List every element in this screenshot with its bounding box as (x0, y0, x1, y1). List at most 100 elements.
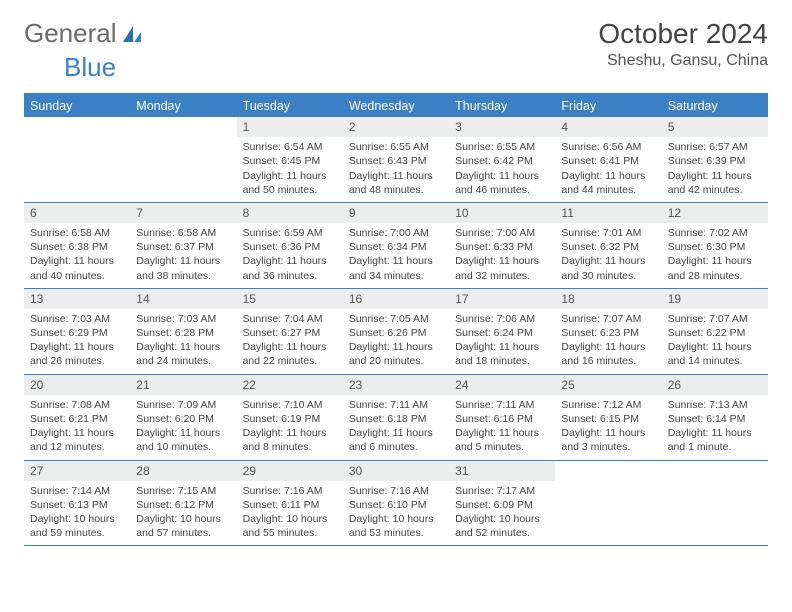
dow-thursday: Thursday (449, 95, 555, 117)
day-cell: 28Sunrise: 7:15 AMSunset: 6:12 PMDayligh… (130, 461, 236, 546)
dow-wednesday: Wednesday (343, 95, 449, 117)
sunset-text: Sunset: 6:30 PM (668, 240, 762, 254)
day-body: Sunrise: 7:09 AMSunset: 6:20 PMDaylight:… (130, 395, 236, 460)
logo: General (24, 18, 145, 49)
weeks-container: 1Sunrise: 6:54 AMSunset: 6:45 PMDaylight… (24, 117, 768, 546)
daylight-line2: and 42 minutes. (668, 183, 762, 197)
daylight-line2: and 14 minutes. (668, 354, 762, 368)
sunset-text: Sunset: 6:39 PM (668, 154, 762, 168)
day-cell: 11Sunrise: 7:01 AMSunset: 6:32 PMDayligh… (555, 203, 661, 288)
daylight-line1: Daylight: 11 hours (668, 254, 762, 268)
sunset-text: Sunset: 6:43 PM (349, 154, 443, 168)
daylight-line1: Daylight: 11 hours (136, 340, 230, 354)
logo-text-blue: Blue (64, 52, 116, 82)
sunset-text: Sunset: 6:10 PM (349, 498, 443, 512)
dow-friday: Friday (555, 95, 661, 117)
day-body: Sunrise: 7:17 AMSunset: 6:09 PMDaylight:… (449, 481, 555, 546)
dow-saturday: Saturday (662, 95, 768, 117)
dow-tuesday: Tuesday (237, 95, 343, 117)
day-cell: 23Sunrise: 7:11 AMSunset: 6:18 PMDayligh… (343, 375, 449, 460)
sunrise-text: Sunrise: 6:58 AM (30, 226, 124, 240)
day-number: 6 (24, 203, 130, 223)
day-number: 26 (662, 375, 768, 395)
day-body: Sunrise: 6:57 AMSunset: 6:39 PMDaylight:… (662, 137, 768, 202)
daylight-line1: Daylight: 11 hours (243, 254, 337, 268)
sunrise-text: Sunrise: 7:00 AM (349, 226, 443, 240)
sunset-text: Sunset: 6:42 PM (455, 154, 549, 168)
daylight-line1: Daylight: 11 hours (561, 426, 655, 440)
day-body: Sunrise: 7:03 AMSunset: 6:29 PMDaylight:… (24, 309, 130, 374)
daylight-line2: and 22 minutes. (243, 354, 337, 368)
day-body: Sunrise: 7:07 AMSunset: 6:23 PMDaylight:… (555, 309, 661, 374)
sunrise-text: Sunrise: 6:57 AM (668, 140, 762, 154)
sunset-text: Sunset: 6:15 PM (561, 412, 655, 426)
day-cell (24, 117, 130, 202)
day-cell: 7Sunrise: 6:58 AMSunset: 6:37 PMDaylight… (130, 203, 236, 288)
sunset-text: Sunset: 6:41 PM (561, 154, 655, 168)
dow-monday: Monday (130, 95, 236, 117)
daylight-line1: Daylight: 11 hours (561, 169, 655, 183)
daylight-line2: and 36 minutes. (243, 269, 337, 283)
daylight-line1: Daylight: 10 hours (455, 512, 549, 526)
daylight-line1: Daylight: 11 hours (668, 340, 762, 354)
day-body: Sunrise: 7:16 AMSunset: 6:11 PMDaylight:… (237, 481, 343, 546)
sunset-text: Sunset: 6:36 PM (243, 240, 337, 254)
day-body: Sunrise: 7:16 AMSunset: 6:10 PMDaylight:… (343, 481, 449, 546)
daylight-line1: Daylight: 10 hours (136, 512, 230, 526)
day-cell: 13Sunrise: 7:03 AMSunset: 6:29 PMDayligh… (24, 289, 130, 374)
day-number: 27 (24, 461, 130, 481)
day-body: Sunrise: 7:08 AMSunset: 6:21 PMDaylight:… (24, 395, 130, 460)
day-number: 29 (237, 461, 343, 481)
day-number: 9 (343, 203, 449, 223)
daylight-line1: Daylight: 11 hours (30, 426, 124, 440)
sunrise-text: Sunrise: 7:17 AM (455, 484, 549, 498)
daylight-line2: and 1 minute. (668, 440, 762, 454)
location: Sheshu, Gansu, China (598, 52, 768, 70)
day-cell: 4Sunrise: 6:56 AMSunset: 6:41 PMDaylight… (555, 117, 661, 202)
daylight-line2: and 8 minutes. (243, 440, 337, 454)
day-body: Sunrise: 6:56 AMSunset: 6:41 PMDaylight:… (555, 137, 661, 202)
sunrise-text: Sunrise: 7:06 AM (455, 312, 549, 326)
day-body: Sunrise: 7:01 AMSunset: 6:32 PMDaylight:… (555, 223, 661, 288)
sunrise-text: Sunrise: 7:03 AM (136, 312, 230, 326)
day-cell: 22Sunrise: 7:10 AMSunset: 6:19 PMDayligh… (237, 375, 343, 460)
sunrise-text: Sunrise: 6:55 AM (349, 140, 443, 154)
day-body: Sunrise: 6:58 AMSunset: 6:37 PMDaylight:… (130, 223, 236, 288)
sunrise-text: Sunrise: 7:11 AM (455, 398, 549, 412)
daylight-line2: and 16 minutes. (561, 354, 655, 368)
daylight-line1: Daylight: 10 hours (349, 512, 443, 526)
sunrise-text: Sunrise: 7:15 AM (136, 484, 230, 498)
daylight-line1: Daylight: 11 hours (668, 426, 762, 440)
week-row: 20Sunrise: 7:08 AMSunset: 6:21 PMDayligh… (24, 375, 768, 461)
daylight-line1: Daylight: 11 hours (349, 169, 443, 183)
day-cell: 30Sunrise: 7:16 AMSunset: 6:10 PMDayligh… (343, 461, 449, 546)
daylight-line2: and 28 minutes. (668, 269, 762, 283)
day-number: 1 (237, 117, 343, 137)
day-cell: 8Sunrise: 6:59 AMSunset: 6:36 PMDaylight… (237, 203, 343, 288)
sunrise-text: Sunrise: 7:10 AM (243, 398, 337, 412)
calendar: Sunday Monday Tuesday Wednesday Thursday… (24, 93, 768, 546)
month-title: October 2024 (598, 18, 768, 50)
daylight-line2: and 30 minutes. (561, 269, 655, 283)
day-body: Sunrise: 7:00 AMSunset: 6:34 PMDaylight:… (343, 223, 449, 288)
day-cell: 19Sunrise: 7:07 AMSunset: 6:22 PMDayligh… (662, 289, 768, 374)
day-cell (662, 461, 768, 546)
sunset-text: Sunset: 6:33 PM (455, 240, 549, 254)
day-number: 2 (343, 117, 449, 137)
daylight-line2: and 26 minutes. (30, 354, 124, 368)
day-number: 16 (343, 289, 449, 309)
sunrise-text: Sunrise: 6:58 AM (136, 226, 230, 240)
day-cell: 24Sunrise: 7:11 AMSunset: 6:16 PMDayligh… (449, 375, 555, 460)
day-body: Sunrise: 7:06 AMSunset: 6:24 PMDaylight:… (449, 309, 555, 374)
sunset-text: Sunset: 6:23 PM (561, 326, 655, 340)
daylight-line2: and 48 minutes. (349, 183, 443, 197)
dow-row: Sunday Monday Tuesday Wednesday Thursday… (24, 95, 768, 117)
day-number: 8 (237, 203, 343, 223)
day-cell: 18Sunrise: 7:07 AMSunset: 6:23 PMDayligh… (555, 289, 661, 374)
daylight-line2: and 38 minutes. (136, 269, 230, 283)
daylight-line1: Daylight: 11 hours (243, 426, 337, 440)
day-cell: 5Sunrise: 6:57 AMSunset: 6:39 PMDaylight… (662, 117, 768, 202)
day-cell: 25Sunrise: 7:12 AMSunset: 6:15 PMDayligh… (555, 375, 661, 460)
sunrise-text: Sunrise: 6:55 AM (455, 140, 549, 154)
daylight-line2: and 57 minutes. (136, 526, 230, 540)
